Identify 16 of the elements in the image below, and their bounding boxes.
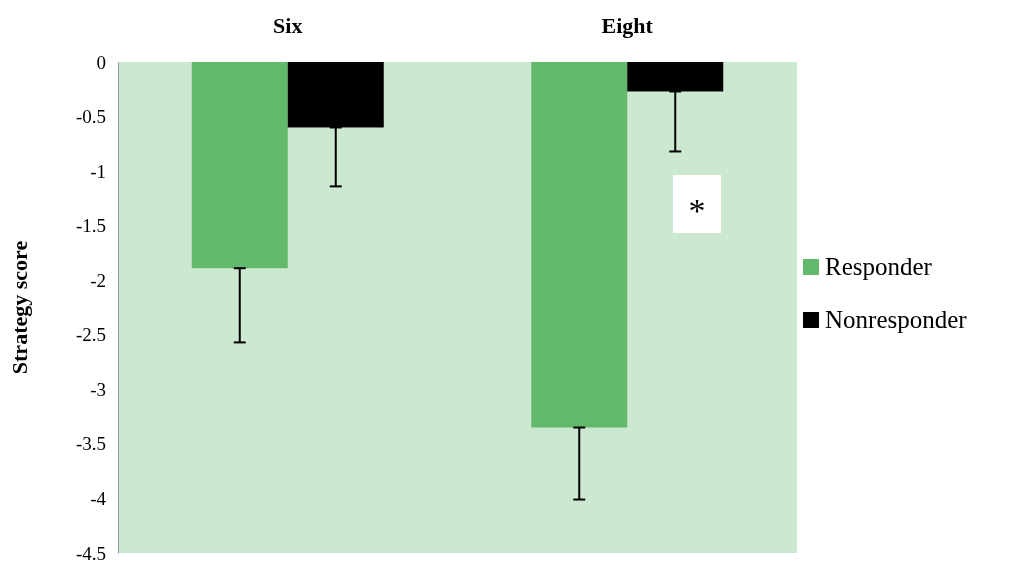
y-tick-label: -4.5 — [75, 542, 106, 564]
legend-label: Responder — [825, 253, 933, 280]
y-tick-label: -3 — [90, 378, 106, 400]
y-tick-label: -2 — [90, 269, 106, 291]
y-tick-label: -4 — [90, 488, 107, 510]
annotation: * — [688, 192, 706, 229]
y-tick-label: -3.5 — [75, 433, 106, 455]
x-tick-label: Eight — [601, 13, 654, 38]
legend-label: Nonresponder — [825, 306, 968, 333]
x-tick-label: Six — [273, 13, 303, 38]
y-tick-label: -1.5 — [75, 215, 106, 237]
y-tick-label: 0 — [96, 51, 106, 73]
y-axis-title: Strategy score — [7, 240, 32, 375]
y-tick-label: -0.5 — [75, 106, 106, 128]
y-tick-label: -1 — [90, 160, 106, 182]
y-tick-label: -2.5 — [75, 324, 106, 346]
